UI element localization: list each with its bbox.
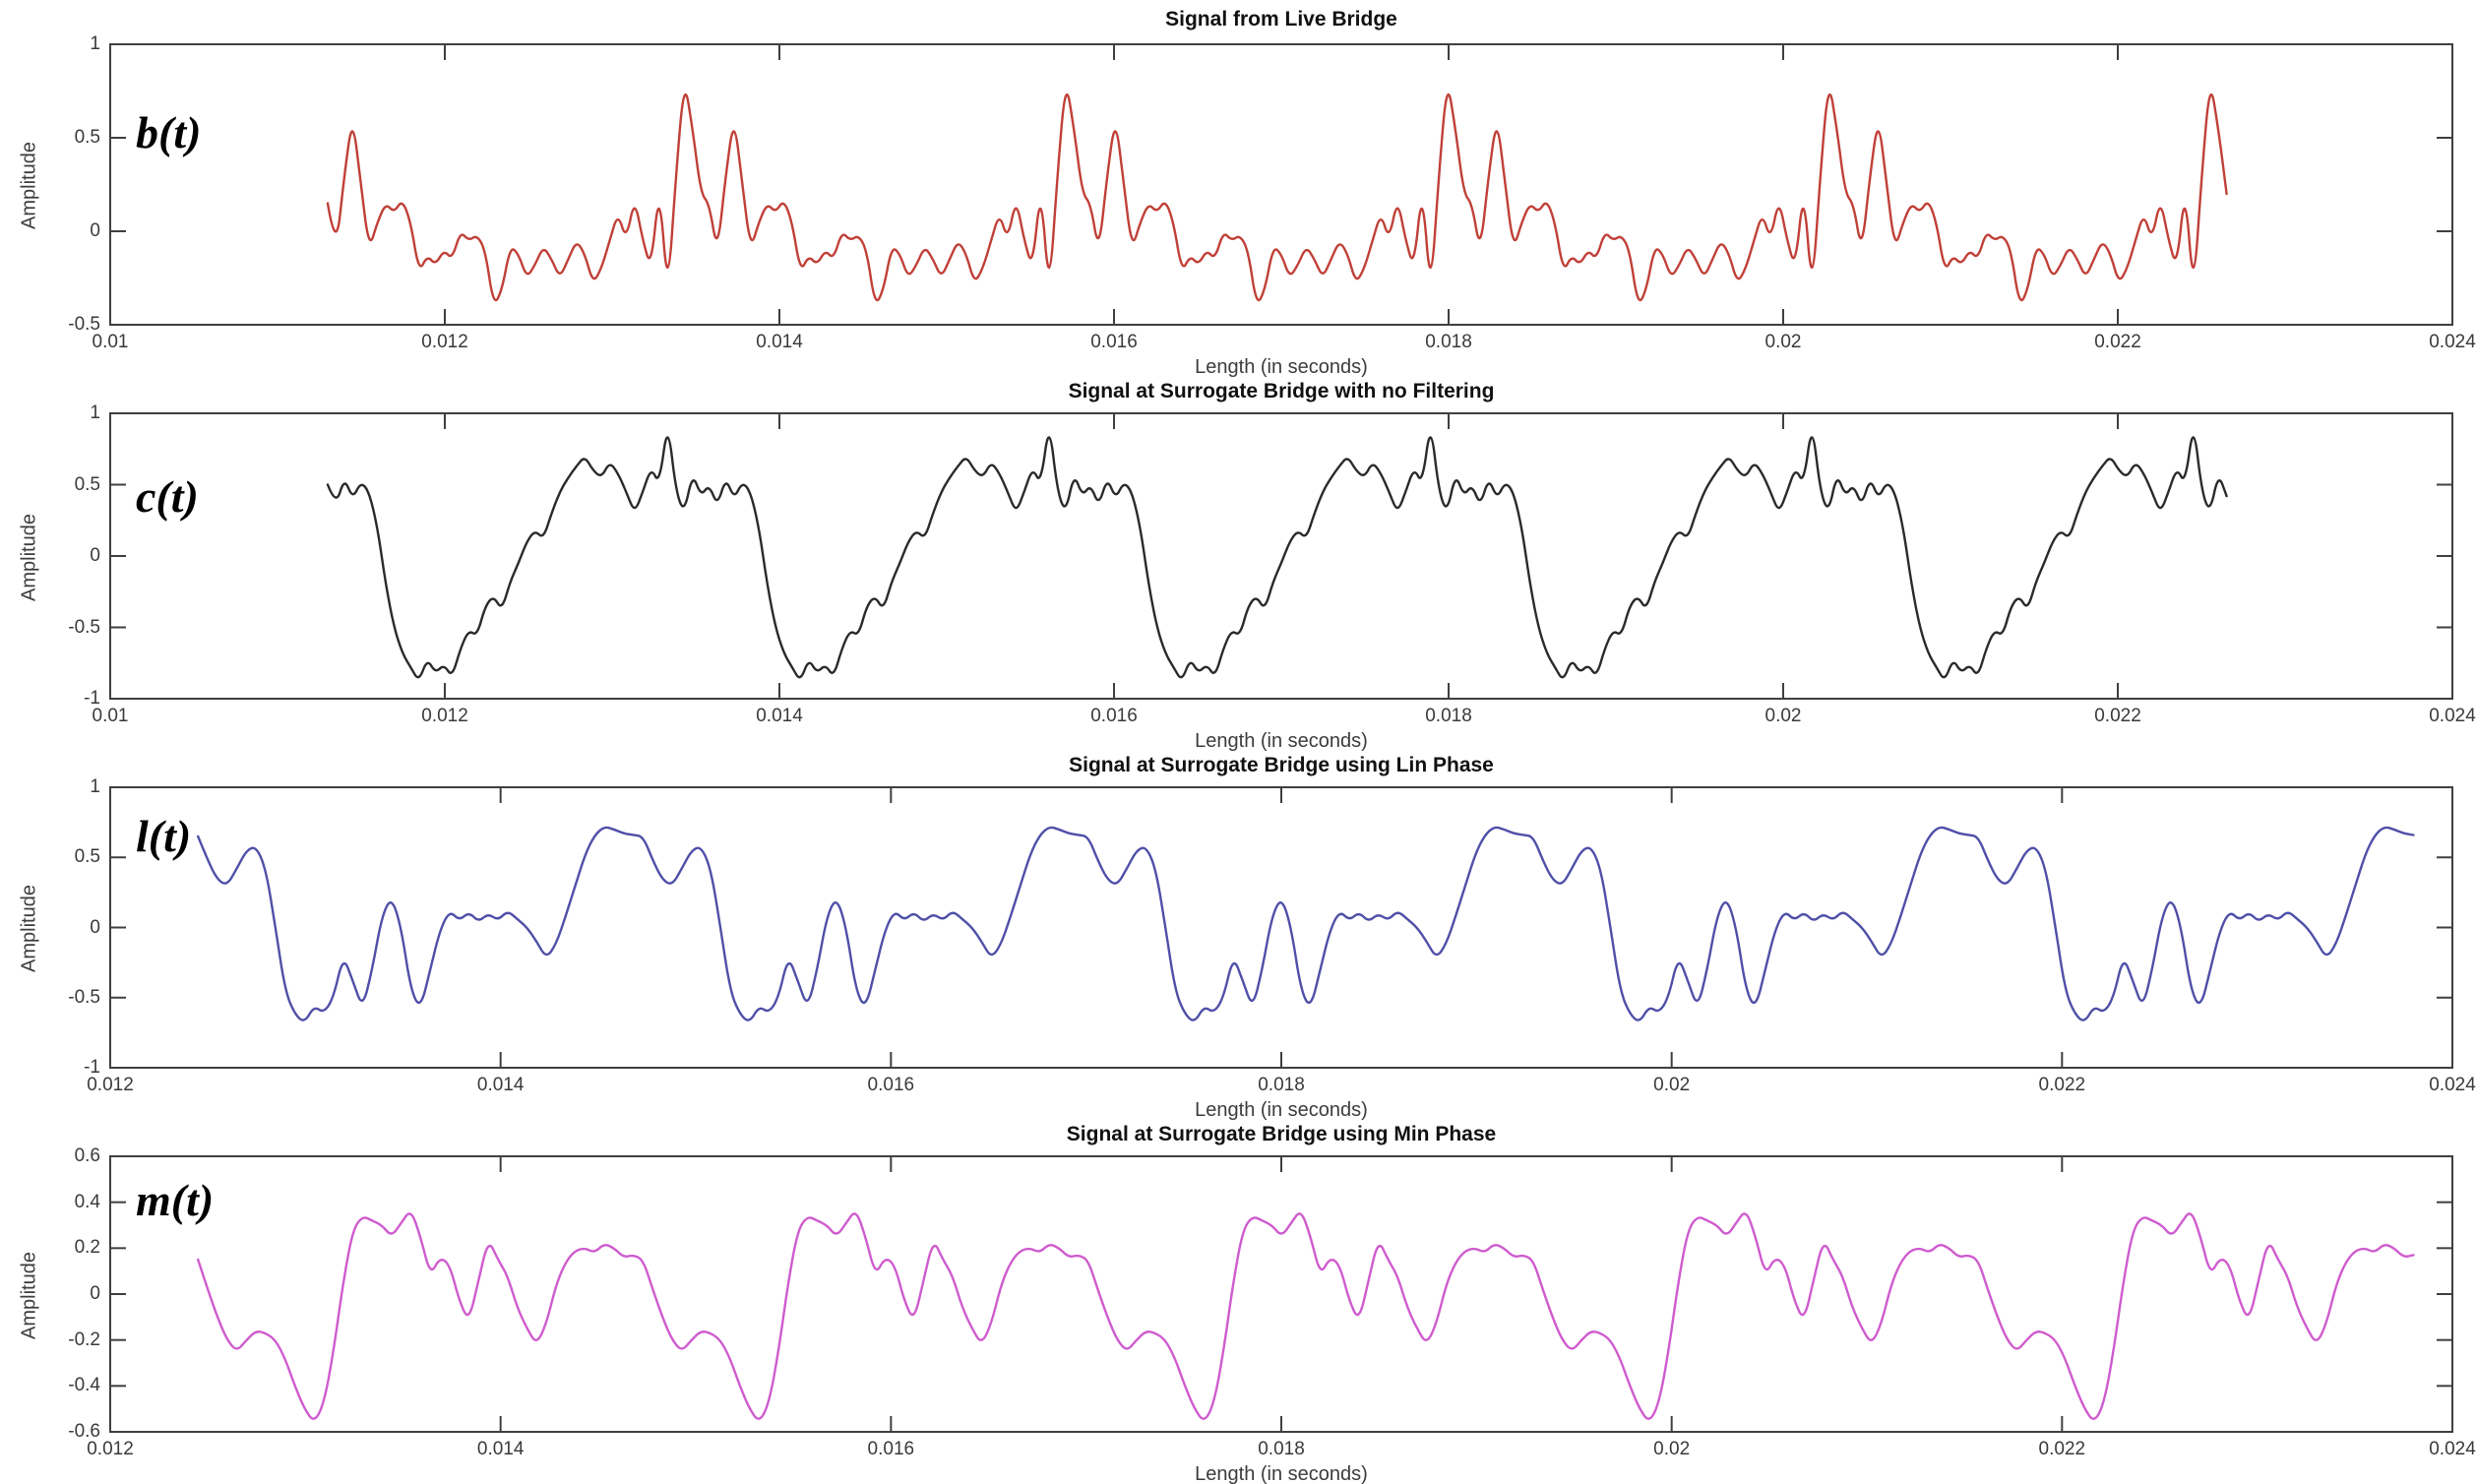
x-tick-label: 0.018 (1425, 332, 1472, 352)
x-tick-label: 0.018 (1258, 1075, 1305, 1095)
x-tick-label: 0.02 (1764, 332, 1802, 352)
subplot4-signal-label: m(t) (136, 1175, 215, 1225)
y-tick-label: -0.5 (68, 314, 100, 335)
signal-line-c (326, 436, 2228, 679)
y-tick-label: -1 (84, 1057, 100, 1078)
subplot3-title: Signal at Surrogate Bridge using Lin Pha… (1069, 754, 1494, 776)
plot-box (109, 786, 2453, 1069)
y-tick-label: -1 (84, 688, 100, 709)
subplot4-x-axis-label: Length (in seconds) (1195, 1463, 1368, 1484)
y-tick-label: 0 (90, 545, 100, 566)
subplot3-signal-label: l(t) (136, 811, 192, 861)
x-tick-label: 0.014 (756, 706, 803, 726)
subplot2-signal-label: c(t) (136, 471, 199, 522)
subplot4-title: Signal at Surrogate Bridge using Min Pha… (1066, 1123, 1497, 1145)
x-tick-label: 0.022 (2094, 332, 2141, 352)
x-tick-label: 0.01 (92, 706, 129, 726)
x-tick-label: 0.024 (2429, 706, 2476, 726)
y-tick-label: 0 (90, 1283, 100, 1304)
subplot1-signal-label: b(t) (136, 107, 202, 157)
x-tick-label: 0.016 (1090, 332, 1138, 352)
x-tick-label: 0.018 (1258, 1439, 1305, 1459)
y-tick-label: 1 (90, 402, 100, 423)
plot-box (109, 43, 2453, 326)
x-tick-label: 0.016 (867, 1439, 915, 1459)
x-tick-label: 0.018 (1425, 706, 1472, 726)
subplot3-x-axis-label: Length (in seconds) (1195, 1099, 1368, 1121)
subplot1-y-axis-label: Amplitude (18, 142, 40, 229)
x-tick-label: 0.016 (1090, 706, 1138, 726)
x-tick-label: 0.016 (867, 1075, 915, 1095)
y-tick-label: 1 (90, 33, 100, 54)
y-tick-label: 0.4 (74, 1191, 100, 1212)
subplot3-y-axis-label: Amplitude (18, 885, 40, 972)
y-tick-label: 0.5 (74, 127, 100, 148)
x-tick-label: 0.01 (92, 332, 129, 352)
subplot4-y-axis-label: Amplitude (18, 1252, 40, 1339)
y-tick-label: -0.5 (68, 616, 100, 638)
y-tick-label: 0.6 (74, 1145, 100, 1166)
y-tick-label: -0.5 (68, 986, 100, 1008)
subplot2-y-axis-label: Amplitude (18, 514, 40, 601)
y-tick-label: 0 (90, 220, 100, 241)
y-tick-label: -0.6 (68, 1421, 100, 1442)
y-tick-label: 0.5 (74, 473, 100, 495)
x-tick-label: 0.014 (476, 1075, 525, 1095)
x-tick-label: 0.022 (2094, 706, 2141, 726)
x-tick-label: 0.012 (421, 332, 468, 352)
x-tick-label: 0.02 (1653, 1439, 1691, 1459)
subplot2-x-axis-label: Length (in seconds) (1195, 730, 1368, 752)
y-tick-label: -0.2 (68, 1329, 100, 1350)
y-tick-label: 0.5 (74, 846, 100, 868)
signal-line-l (197, 826, 2415, 1021)
x-tick-label: 0.02 (1653, 1075, 1691, 1095)
x-tick-label: 0.024 (2429, 1439, 2476, 1459)
subplot1-title: Signal from Live Bridge (1165, 8, 1397, 31)
x-tick-label: 0.012 (87, 1075, 134, 1095)
x-tick-label: 0.012 (421, 706, 468, 726)
signal-line-m (197, 1212, 2415, 1420)
x-tick-label: 0.02 (1764, 706, 1802, 726)
y-tick-label: 0 (90, 916, 100, 938)
plot-box (109, 412, 2453, 700)
x-tick-label: 0.014 (476, 1439, 525, 1459)
subplot2-title: Signal at Surrogate Bridge with no Filte… (1068, 380, 1495, 402)
signal-line-b (326, 93, 2228, 302)
x-tick-label: 0.012 (87, 1439, 134, 1459)
x-tick-label: 0.022 (2038, 1439, 2086, 1459)
plot-box (109, 1155, 2453, 1433)
y-tick-label: -0.4 (68, 1375, 100, 1396)
x-tick-label: 0.024 (2429, 1075, 2476, 1095)
y-tick-label: 1 (90, 776, 100, 797)
x-tick-label: 0.014 (756, 332, 803, 352)
x-tick-label: 0.024 (2429, 332, 2476, 352)
y-tick-label: 0.2 (74, 1237, 100, 1259)
subplot1-x-axis-label: Length (in seconds) (1195, 356, 1368, 378)
x-tick-label: 0.022 (2038, 1075, 2086, 1095)
